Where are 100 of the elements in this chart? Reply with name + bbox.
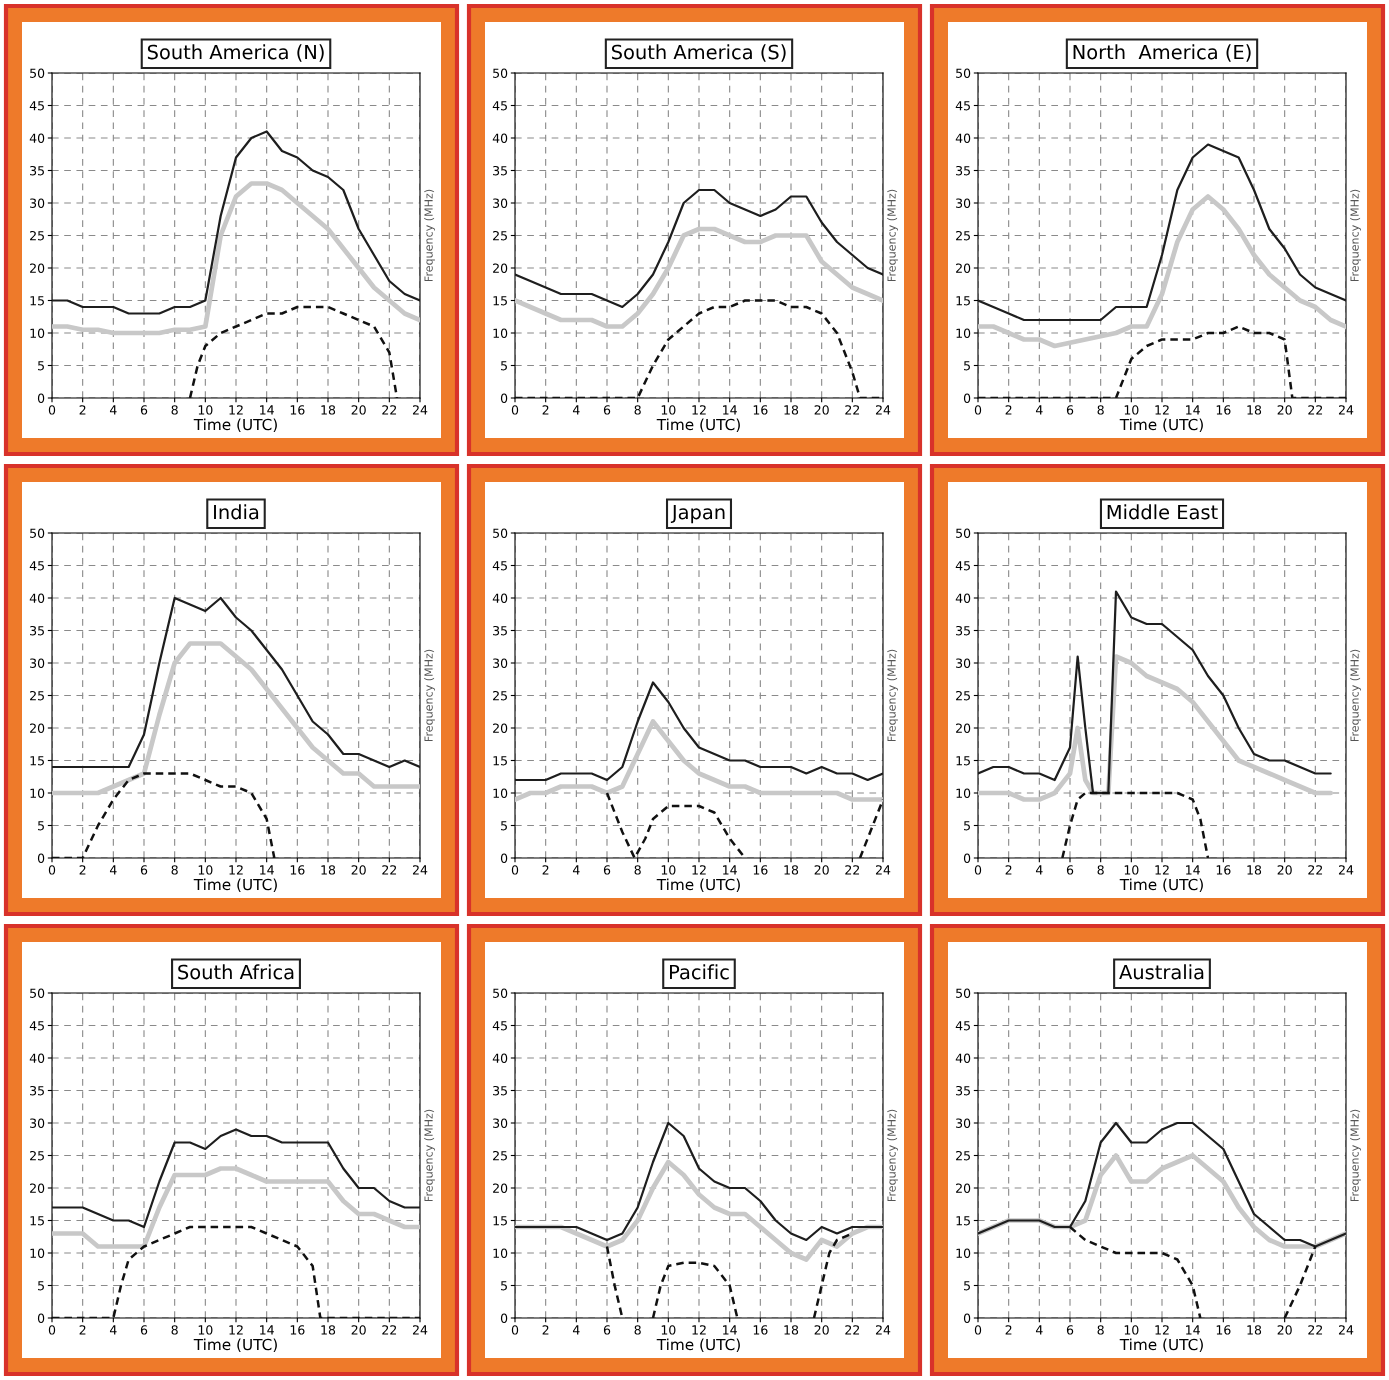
y-tick-label: 0 bbox=[963, 393, 971, 403]
x-tick-label: 8 bbox=[1097, 1325, 1104, 1335]
y-tick-label: 20 bbox=[493, 263, 508, 273]
y-tick-label: 15 bbox=[493, 756, 507, 766]
x-tick-label: 6 bbox=[1066, 1325, 1074, 1335]
x-tick-label: 20 bbox=[814, 405, 829, 415]
y-tick-label: 35 bbox=[30, 1085, 44, 1096]
x-tick-label: 18 bbox=[1247, 405, 1262, 415]
y-tick-label: 45 bbox=[955, 561, 970, 571]
line-series bbox=[978, 194, 1346, 349]
y-tick-label: 0 bbox=[37, 1313, 45, 1323]
x-tick-label: 24 bbox=[412, 405, 428, 415]
x-tick-label: 8 bbox=[1097, 865, 1104, 875]
x-tick-label: 8 bbox=[634, 865, 641, 875]
y-tick-label: 40 bbox=[492, 1053, 508, 1063]
x-tick-label: 20 bbox=[1277, 405, 1292, 415]
y-tick-label: 40 bbox=[955, 593, 971, 603]
x-tick-label: 20 bbox=[351, 865, 366, 875]
chart-title: South America (S) bbox=[611, 44, 786, 62]
x-tick-label: 6 bbox=[140, 865, 148, 875]
x-tick-label: 4 bbox=[1035, 405, 1043, 415]
y-tick-label: 10 bbox=[956, 788, 971, 798]
chart-title: South America (N) bbox=[147, 44, 324, 62]
x-tick-label: 22 bbox=[845, 405, 860, 415]
y-tick-label: 30 bbox=[30, 1118, 45, 1128]
y-tick-label: 10 bbox=[956, 328, 971, 338]
y-axis-title: Frequency (MHz) bbox=[887, 189, 898, 282]
y-axis-title: Frequency (MHz) bbox=[1350, 649, 1361, 742]
y-tick-label: 50 bbox=[956, 528, 971, 538]
x-tick-label: 2 bbox=[1005, 865, 1012, 875]
line-series bbox=[978, 1121, 1346, 1248]
line-series bbox=[515, 1121, 883, 1242]
chart-title: Middle East bbox=[1107, 504, 1218, 520]
y-tick-label: 10 bbox=[493, 788, 508, 798]
line-series bbox=[515, 719, 883, 802]
y-tick-label: 30 bbox=[493, 198, 508, 208]
x-tick-label: 4 bbox=[1035, 1325, 1043, 1335]
chart-title: North America (E) bbox=[1073, 44, 1251, 62]
y-tick-label: 5 bbox=[964, 361, 970, 371]
x-tick-label: 16 bbox=[1216, 1325, 1231, 1335]
x-tick-label: 12 bbox=[229, 405, 243, 415]
x-axis-title: Time (UTC) bbox=[193, 878, 277, 893]
x-tick-label: 18 bbox=[784, 865, 799, 875]
x-tick-label: 16 bbox=[290, 1325, 305, 1335]
y-tick-label: 40 bbox=[29, 133, 45, 143]
x-tick-label: 14 bbox=[723, 1325, 737, 1335]
y-tick-label: 50 bbox=[493, 68, 508, 78]
line-series bbox=[1061, 791, 1210, 858]
x-tick-label: 10 bbox=[198, 405, 213, 415]
y-tick-label: 20 bbox=[956, 263, 971, 273]
y-tick-label: 25 bbox=[30, 1150, 44, 1161]
x-tick-label: 14 bbox=[1186, 865, 1200, 875]
x-tick-label: 0 bbox=[511, 405, 519, 415]
x-tick-label: 12 bbox=[229, 865, 243, 875]
y-tick-label: 10 bbox=[30, 788, 45, 798]
x-tick-label: 8 bbox=[634, 405, 641, 415]
x-tick-label: 4 bbox=[572, 1325, 580, 1335]
x-tick-label: 24 bbox=[1338, 405, 1354, 415]
y-tick-label: 35 bbox=[30, 625, 44, 636]
x-tick-label: 24 bbox=[412, 865, 428, 875]
y-tick-label: 20 bbox=[956, 723, 971, 733]
x-axis-title: Time (UTC) bbox=[1119, 1338, 1203, 1353]
chart-title: Australia bbox=[1119, 964, 1204, 980]
y-axis-title: Frequency (MHz) bbox=[1350, 1109, 1361, 1202]
x-tick-label: 14 bbox=[260, 865, 274, 875]
y-tick-label: 15 bbox=[956, 296, 970, 306]
y-tick-label: 20 bbox=[493, 1183, 508, 1193]
y-tick-label: 30 bbox=[493, 1118, 508, 1128]
x-tick-label: 24 bbox=[875, 1325, 891, 1335]
x-axis-title: Time (UTC) bbox=[656, 878, 740, 893]
chart-title: Japan bbox=[670, 504, 725, 524]
x-tick-label: 18 bbox=[784, 405, 799, 415]
x-tick-label: 22 bbox=[845, 1325, 860, 1335]
x-tick-label: 6 bbox=[1066, 405, 1074, 415]
x-tick-label: 24 bbox=[1338, 865, 1354, 875]
y-tick-label: 45 bbox=[492, 1021, 507, 1031]
x-tick-label: 6 bbox=[603, 1325, 611, 1335]
x-tick-label: 22 bbox=[1308, 405, 1323, 415]
x-tick-label: 0 bbox=[48, 405, 56, 415]
y-tick-label: 45 bbox=[29, 561, 44, 571]
line-series bbox=[52, 772, 276, 858]
y-tick-label: 5 bbox=[501, 361, 507, 371]
x-tick-label: 16 bbox=[1216, 865, 1231, 875]
line-series bbox=[52, 1166, 420, 1249]
y-tick-label: 5 bbox=[501, 1281, 507, 1291]
y-tick-label: 10 bbox=[956, 1248, 971, 1258]
x-tick-label: 16 bbox=[290, 865, 305, 875]
x-tick-label: 22 bbox=[382, 1325, 397, 1335]
y-tick-label: 15 bbox=[493, 1216, 507, 1226]
y-tick-label: 5 bbox=[501, 821, 507, 831]
x-tick-label: 22 bbox=[1308, 1325, 1323, 1335]
line-series bbox=[515, 226, 883, 329]
y-tick-label: 50 bbox=[30, 528, 45, 538]
x-tick-label: 24 bbox=[875, 865, 891, 875]
y-tick-label: 35 bbox=[956, 1085, 970, 1096]
y-tick-label: 15 bbox=[956, 1216, 970, 1226]
x-axis-title: Time (UTC) bbox=[193, 1338, 277, 1353]
y-tick-label: 30 bbox=[956, 198, 971, 208]
y-tick-label: 40 bbox=[492, 593, 508, 603]
y-tick-label: 50 bbox=[956, 68, 971, 78]
